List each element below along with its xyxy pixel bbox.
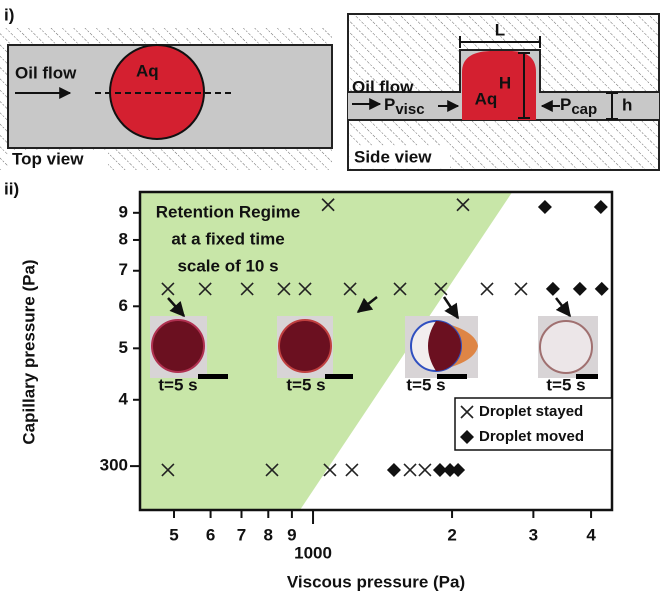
cross-marker: [323, 463, 337, 477]
legend-label: Droplet moved: [479, 428, 584, 445]
inset-label: t=5 s: [546, 375, 585, 394]
diamond-marker: [432, 462, 447, 477]
droplet: [462, 51, 536, 120]
panel-label: i): [4, 5, 14, 24]
y-tick-label: 300: [100, 456, 128, 475]
cross-marker: [514, 282, 528, 296]
view-label: Top view: [12, 149, 84, 168]
arrow: [555, 297, 571, 318]
inset-droplet: [539, 320, 593, 374]
scale-bar: [325, 374, 353, 379]
cross-marker: [161, 282, 175, 296]
inset-label: t=5 s: [286, 375, 325, 394]
inset-label: t=5 s: [406, 375, 445, 394]
cross-marker: [265, 463, 279, 477]
diamond-marker: [545, 281, 560, 296]
x-tick-label: 6: [206, 525, 215, 544]
symbol: P: [560, 95, 571, 114]
cross-marker: [321, 198, 335, 212]
inset-droplet: [151, 319, 205, 373]
diamond-marker: [593, 199, 608, 214]
diamond-marker: [537, 199, 552, 214]
x-axis-label: Viscous pressure (Pa): [287, 572, 465, 591]
region-label: Retention Regime: [156, 202, 301, 221]
y-tick-label: 5: [119, 338, 128, 357]
y-axis-label: Capillary pressure (Pa): [19, 259, 38, 444]
diamond-marker: [572, 281, 587, 296]
h-label: h: [622, 95, 632, 114]
view-label: Side view: [354, 147, 432, 166]
cross-marker: [456, 198, 470, 212]
scale-bar: [576, 374, 598, 379]
x-tick-label: 5: [169, 525, 178, 544]
inset-droplet: [428, 321, 461, 371]
cross-marker: [434, 282, 448, 296]
cross-marker: [343, 282, 357, 296]
region-label: scale of 10 s: [177, 256, 278, 275]
y-tick-label: 4: [119, 389, 129, 408]
legend-label: Droplet stayed: [479, 403, 583, 420]
arrow: [167, 297, 185, 318]
side-view-schematic: L H Aq Oil flow Pvisc Pcap h Side view: [347, 13, 660, 171]
arrow: [442, 296, 460, 320]
subscript: visc: [395, 101, 424, 118]
region-label: at a fixed time: [171, 229, 284, 248]
y-tick-label: 8: [119, 229, 128, 248]
scale-bar: [437, 374, 467, 379]
cross-marker: [298, 282, 312, 296]
cross-marker: [345, 463, 359, 477]
length-label: L: [495, 20, 505, 39]
cross-marker: [418, 463, 432, 477]
scale-bar: [198, 374, 228, 379]
label-bg: [8, 150, 108, 170]
drop-label: Aq: [475, 89, 498, 108]
legend-box: [454, 397, 613, 451]
panel-label: ii): [4, 179, 19, 198]
diamond-marker: [594, 281, 609, 296]
inset-droplet: [278, 319, 332, 373]
height-label: H: [499, 73, 511, 92]
flow-label: Oil flow: [352, 77, 414, 96]
p-visc-label: Pvisc: [384, 95, 425, 117]
inset-label: t=5 s: [158, 375, 197, 394]
plot: Retention Regime at a fixed time scale of …: [19, 190, 614, 591]
flow-label: Oil flow: [15, 63, 77, 82]
cross-marker: [161, 463, 175, 477]
diamond-marker: [451, 462, 466, 477]
p-cap-label: Pcap: [560, 95, 597, 117]
x-tick-label: 2: [447, 525, 456, 544]
drop-label: Aq: [136, 61, 159, 80]
arrow: [356, 296, 378, 313]
diamond-marker: [443, 462, 458, 477]
x-tick-label: 9: [287, 525, 296, 544]
symbol: P: [384, 95, 395, 114]
x-tick-label: 8: [264, 525, 273, 544]
x-tick-label: 3: [529, 525, 538, 544]
diamond-marker: [386, 462, 401, 477]
cross-marker: [393, 282, 407, 296]
legend-marker: [460, 405, 474, 419]
cross-marker: [403, 463, 417, 477]
insets: t=5 s t=5 s t=5 s t=5 s: [150, 296, 598, 394]
x-tick-label: 1000: [294, 543, 332, 562]
cross-marker: [480, 282, 494, 296]
x-tick-label: 7: [237, 525, 246, 544]
legend-marker: [460, 430, 474, 444]
y-tick-label: 9: [119, 202, 128, 221]
y-tick-label: 6: [119, 296, 128, 315]
x-tick-label: 4: [586, 525, 596, 544]
cross-marker: [277, 282, 291, 296]
label-bg: [350, 146, 450, 168]
y-tick-label: 7: [119, 260, 128, 279]
cross-marker: [198, 282, 212, 296]
cross-marker: [240, 282, 254, 296]
plot-frame: [138, 190, 614, 512]
subscript: cap: [571, 101, 597, 118]
top-view-schematic: Oil flow Aq Top view i): [0, 5, 333, 170]
